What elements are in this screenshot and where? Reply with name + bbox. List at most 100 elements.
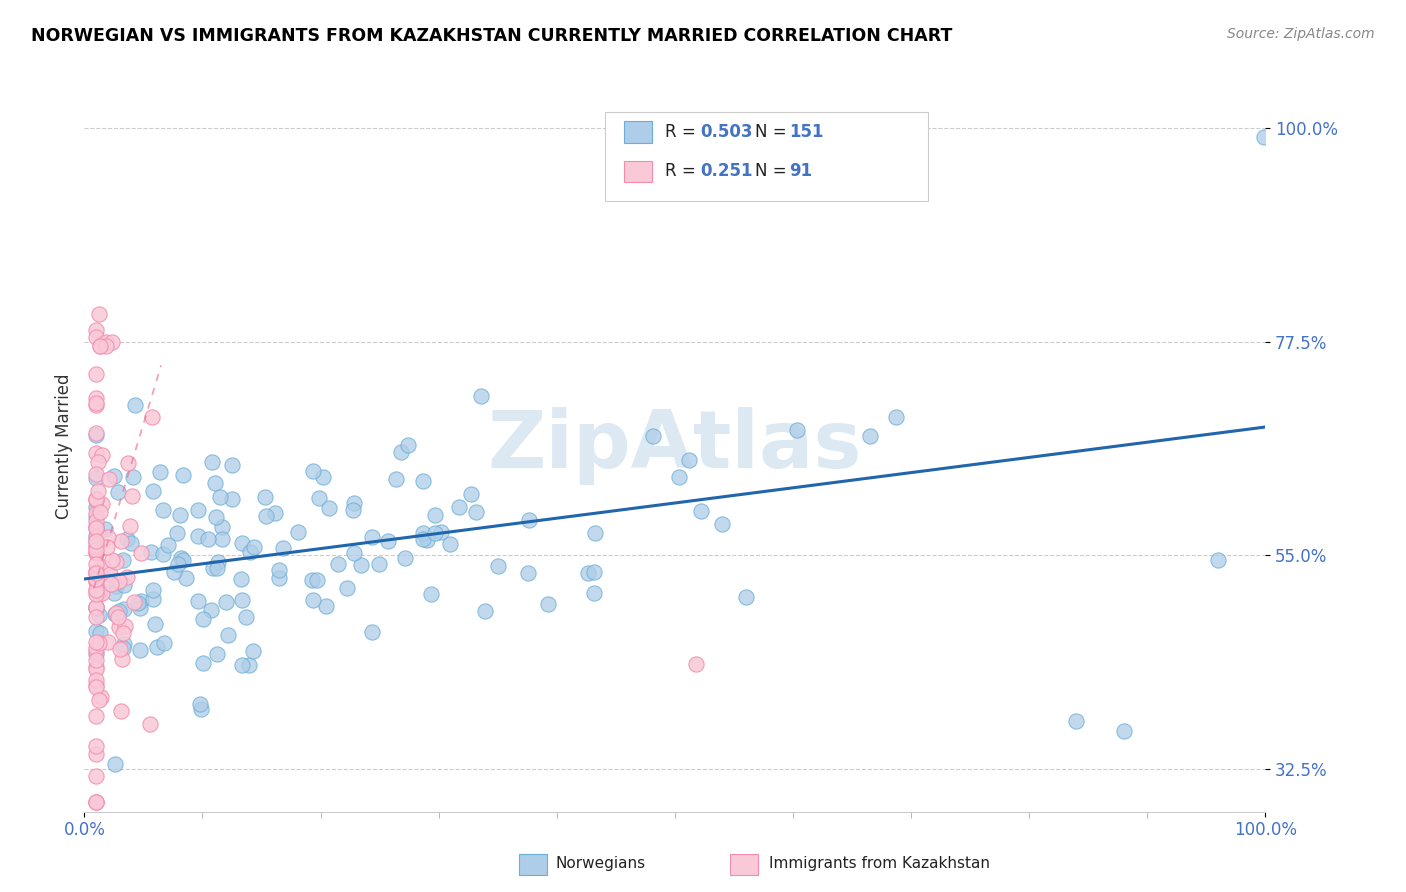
Text: 0.503: 0.503 bbox=[700, 123, 752, 141]
Point bbox=[238, 657, 260, 672]
Point bbox=[1112, 723, 1135, 738]
Point bbox=[84, 540, 107, 554]
Point bbox=[207, 555, 229, 569]
Point bbox=[419, 587, 441, 601]
Point bbox=[302, 464, 325, 478]
Point bbox=[84, 492, 107, 507]
Point bbox=[131, 593, 153, 607]
Point bbox=[643, 429, 665, 443]
Text: R =: R = bbox=[665, 162, 702, 180]
Point bbox=[152, 547, 174, 561]
Point bbox=[423, 526, 446, 541]
Point bbox=[235, 610, 257, 624]
Point bbox=[84, 641, 107, 656]
Point bbox=[211, 520, 233, 534]
Point bbox=[167, 557, 190, 571]
Point bbox=[187, 593, 209, 607]
Text: N =: N = bbox=[755, 123, 792, 141]
Point bbox=[84, 533, 107, 548]
Point bbox=[170, 551, 193, 566]
Point bbox=[389, 445, 412, 459]
Point bbox=[89, 339, 111, 353]
Point bbox=[87, 636, 110, 650]
Point bbox=[470, 389, 492, 403]
Point bbox=[187, 528, 209, 542]
Point bbox=[201, 455, 224, 469]
Point bbox=[112, 637, 135, 651]
Point bbox=[231, 658, 253, 673]
Point bbox=[86, 471, 108, 485]
Point bbox=[84, 564, 107, 578]
Point bbox=[84, 747, 107, 762]
Point bbox=[84, 572, 107, 586]
Point bbox=[242, 643, 264, 657]
Text: 91: 91 bbox=[789, 162, 811, 180]
Point bbox=[361, 530, 384, 544]
Point bbox=[84, 587, 107, 601]
Point bbox=[108, 619, 131, 633]
Point bbox=[668, 469, 690, 483]
Point bbox=[269, 571, 291, 585]
Point bbox=[142, 483, 165, 498]
Point bbox=[103, 757, 125, 772]
Point bbox=[104, 606, 127, 620]
Point bbox=[412, 532, 434, 546]
Point bbox=[215, 595, 238, 609]
Point bbox=[120, 519, 142, 533]
Point bbox=[172, 468, 194, 483]
Point bbox=[84, 323, 107, 337]
Point bbox=[156, 538, 179, 552]
Point bbox=[336, 581, 359, 595]
Point bbox=[205, 648, 228, 662]
Point bbox=[84, 329, 107, 343]
Point bbox=[209, 490, 232, 504]
Point bbox=[97, 529, 120, 543]
Point bbox=[153, 636, 176, 650]
Point bbox=[84, 530, 107, 544]
Point bbox=[129, 600, 152, 615]
Point bbox=[91, 448, 114, 462]
Point bbox=[115, 570, 138, 584]
Point bbox=[1066, 714, 1088, 729]
Point bbox=[142, 591, 165, 606]
Point bbox=[201, 561, 224, 575]
Point bbox=[90, 690, 112, 704]
Point bbox=[396, 438, 419, 452]
Point bbox=[141, 582, 163, 597]
Point bbox=[84, 506, 107, 520]
Point bbox=[84, 396, 107, 410]
Point bbox=[734, 590, 756, 604]
Point bbox=[103, 469, 125, 483]
Point bbox=[111, 640, 134, 655]
Point bbox=[84, 542, 107, 557]
Point bbox=[231, 535, 253, 549]
Point bbox=[84, 566, 107, 581]
Point bbox=[205, 561, 228, 575]
Point bbox=[302, 593, 325, 607]
Point bbox=[114, 618, 136, 632]
Point bbox=[449, 500, 471, 514]
Point bbox=[84, 545, 107, 559]
Point bbox=[84, 583, 107, 598]
Point bbox=[120, 535, 142, 549]
Point bbox=[84, 680, 107, 694]
Point bbox=[318, 501, 340, 516]
Point bbox=[204, 475, 226, 490]
Point bbox=[486, 559, 509, 574]
Point bbox=[129, 642, 152, 657]
Point bbox=[84, 795, 107, 809]
Point bbox=[107, 610, 129, 624]
Point bbox=[84, 427, 107, 442]
Point bbox=[211, 533, 233, 547]
Text: 0.251: 0.251 bbox=[700, 162, 752, 180]
Point bbox=[685, 657, 707, 672]
Point bbox=[91, 498, 114, 512]
Point bbox=[84, 426, 107, 441]
Point bbox=[103, 586, 125, 600]
Point bbox=[84, 566, 107, 581]
Point bbox=[84, 510, 107, 524]
Point bbox=[122, 470, 145, 484]
Point bbox=[163, 565, 186, 579]
Point bbox=[231, 593, 253, 607]
Point bbox=[187, 502, 209, 516]
